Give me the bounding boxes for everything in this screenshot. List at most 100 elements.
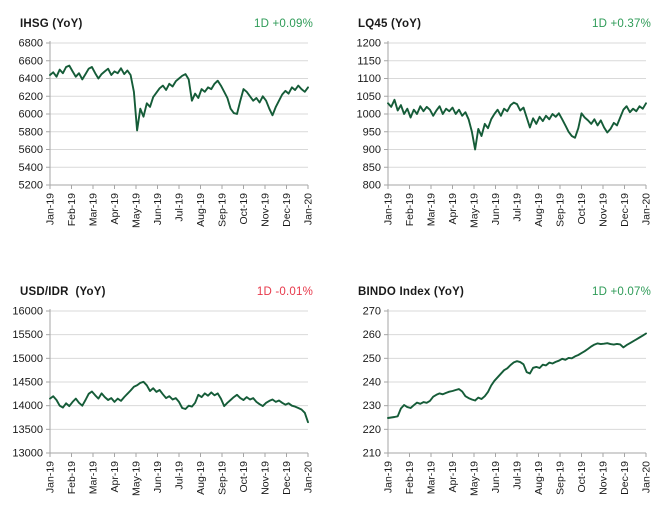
y-tick-label: 1100 [357, 73, 381, 85]
y-tick-label: 13500 [12, 424, 43, 436]
x-tick-label: Mar-19 [426, 461, 438, 494]
x-tick-label: Oct-19 [576, 193, 588, 225]
y-tick-label: 950 [363, 126, 381, 138]
chart-header: USD/IDR (YoY) 1D -0.01% [8, 274, 319, 299]
x-tick-label: Jul-19 [174, 461, 186, 490]
x-tick-label: Dec-19 [619, 461, 631, 495]
x-tick-label: Mar-19 [426, 193, 438, 226]
y-tick-label: 240 [363, 377, 381, 389]
x-tick-label: Jan-20 [641, 193, 653, 225]
x-tick-label: Jun-19 [490, 461, 502, 493]
x-tick-label: Feb-19 [404, 461, 416, 494]
change-badge-bindo: 1D +0.07% [591, 286, 651, 298]
x-tick-label: Feb-19 [66, 461, 78, 494]
x-tick-label: Nov-19 [260, 461, 272, 495]
x-tick-label: Apr-19 [109, 193, 121, 225]
y-tick-label: 1000 [357, 109, 381, 121]
y-tick-label: 6600 [19, 55, 43, 67]
chart-title-usdidr: USD/IDR (YoY) [20, 286, 106, 298]
y-tick-label: 14500 [12, 377, 43, 389]
x-tick-label: Apr-19 [447, 193, 459, 225]
x-tick-label: Jun-19 [152, 461, 164, 493]
y-tick-label: 220 [363, 424, 381, 436]
x-tick-label: Jan-19 [383, 193, 395, 225]
y-tick-label: 15000 [12, 353, 43, 365]
chart-panel-lq45: LQ45 (YoY) 1D +0.37% 1200 1150 1100 1050 100… [346, 6, 657, 235]
x-tick-label: Dec-19 [619, 193, 631, 227]
y-tick-label: 230 [363, 400, 381, 412]
x-tick-label: Jan-20 [303, 461, 315, 493]
chart-header: IHSG (YoY) 1D +0.09% [8, 6, 319, 31]
y-tick-label: 210 [363, 448, 381, 460]
chart-panel-bindo: BINDO Index (YoY) 1D +0.07% 270 260 250 240… [346, 274, 657, 503]
x-tick-label: May-19 [131, 461, 143, 496]
x-tick-label: Jul-19 [512, 461, 524, 490]
x-tick-label: Dec-19 [281, 461, 293, 495]
chart-header: LQ45 (YoY) 1D +0.37% [346, 6, 657, 31]
ihsg-line-chart: 680066006400620060005800560054005200Jan-… [19, 38, 315, 229]
x-tick-label: May-19 [469, 193, 481, 228]
chart-panel-ihsg: IHSG (YoY) 1D +0.09% 6800 6600 6400 6200 600… [8, 6, 319, 235]
y-tick-label: 1200 [357, 38, 381, 50]
chart-title-ihsg: IHSG (YoY) [20, 18, 83, 30]
x-tick-label: Aug-19 [195, 193, 207, 227]
y-tick-label: 5800 [19, 126, 43, 138]
y-tick-label: 1050 [357, 91, 381, 103]
x-tick-label: May-19 [469, 461, 481, 496]
y-tick-label: 16000 [12, 306, 43, 318]
series-line [49, 64, 309, 132]
x-tick-label: Nov-19 [260, 193, 272, 227]
y-tick-label: 850 [363, 162, 381, 174]
chart-header: BINDO Index (YoY) 1D +0.07% [346, 274, 657, 299]
x-tick-label: Jun-19 [490, 193, 502, 225]
x-tick-label: Jul-19 [174, 193, 186, 222]
x-tick-label: Apr-19 [109, 461, 121, 493]
x-tick-label: Mar-19 [88, 461, 100, 494]
x-tick-label: Sep-19 [555, 461, 567, 495]
x-tick-label: Feb-19 [404, 193, 416, 226]
y-tick-label: 6800 [19, 38, 43, 50]
x-tick-label: Nov-19 [598, 461, 610, 495]
x-tick-label: Jan-19 [45, 193, 57, 225]
chart-title-bindo: BINDO Index (YoY) [358, 286, 465, 298]
x-tick-label: Jul-19 [512, 193, 524, 222]
y-tick-label: 5200 [19, 180, 43, 192]
y-tick-label: 250 [363, 353, 381, 365]
y-tick-label: 13000 [12, 448, 43, 460]
x-tick-label: Oct-19 [238, 461, 250, 493]
y-tick-label: 260 [363, 329, 381, 341]
x-tick-label: Jan-20 [303, 193, 315, 225]
x-tick-label: Mar-19 [88, 193, 100, 226]
y-tick-label: 15500 [12, 329, 43, 341]
y-tick-label: 800 [363, 180, 381, 192]
x-tick-label: Jan-20 [641, 461, 653, 493]
x-tick-label: Jan-19 [45, 461, 57, 493]
y-tick-label: 6200 [19, 91, 43, 103]
y-tick-label: 5600 [19, 144, 43, 156]
y-tick-label: 900 [363, 144, 381, 156]
y-tick-label: 6000 [19, 109, 43, 121]
usdidr-line-chart: 16000 15500 15000 14500 14000 13500 13000Jan-1… [12, 306, 315, 497]
x-tick-label: Aug-19 [533, 461, 545, 495]
y-tick-label: 14000 [12, 400, 43, 412]
series-line [387, 98, 647, 151]
x-tick-label: Feb-19 [66, 193, 78, 226]
x-tick-label: May-19 [131, 193, 143, 228]
x-tick-label: Oct-19 [238, 193, 250, 225]
x-tick-label: Nov-19 [598, 193, 610, 227]
y-tick-label: 5400 [19, 162, 43, 174]
y-tick-label: 270 [363, 306, 381, 318]
series-line [387, 332, 647, 419]
x-tick-label: Jun-19 [152, 193, 164, 225]
change-badge-usdidr: 1D -0.01% [256, 286, 313, 298]
x-tick-label: Aug-19 [195, 461, 207, 495]
x-tick-label: Aug-19 [533, 193, 545, 227]
x-tick-label: Apr-19 [447, 461, 459, 493]
series-line [49, 380, 309, 424]
x-tick-label: Jan-19 [383, 461, 395, 493]
y-tick-label: 6400 [19, 73, 43, 85]
change-badge-ihsg: 1D +0.09% [253, 18, 313, 30]
